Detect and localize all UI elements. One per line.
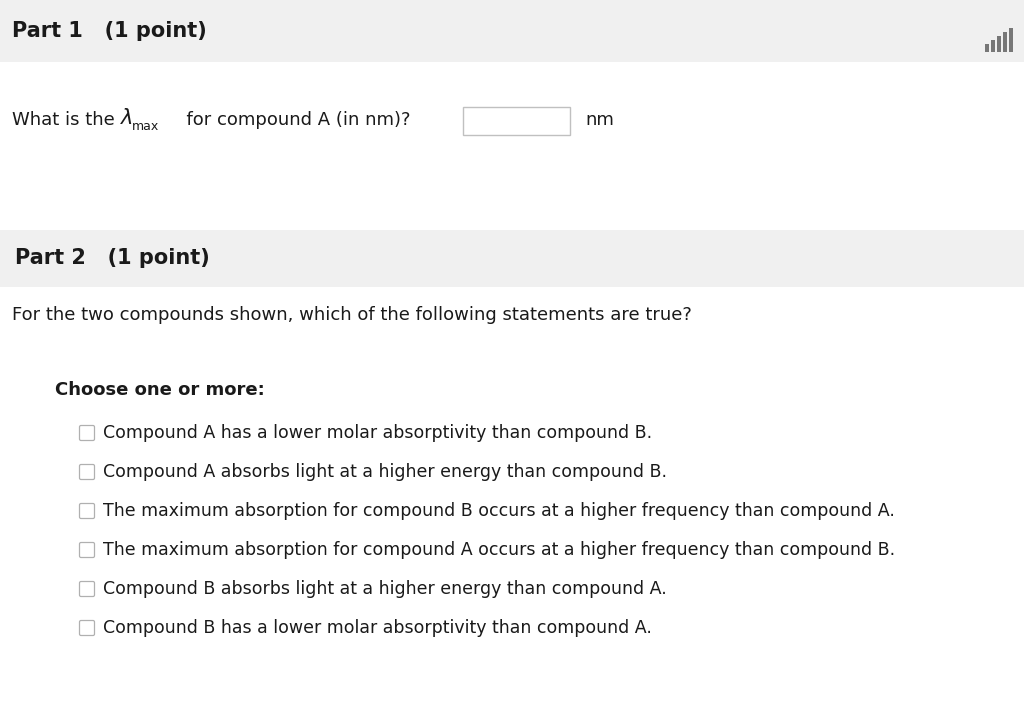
- FancyBboxPatch shape: [80, 621, 94, 636]
- Bar: [0, 230, 1024, 287]
- Text: Compound A has a lower molar absorptivity than compound B.: Compound A has a lower molar absorptivit…: [103, 424, 652, 442]
- Text: nm: nm: [585, 111, 613, 129]
- Text: Compound B has a lower molar absorptivity than compound A.: Compound B has a lower molar absorptivit…: [103, 619, 652, 637]
- Bar: [1009, 28, 1013, 52]
- Text: Part 2   (1 point): Part 2 (1 point): [15, 248, 210, 269]
- Bar: [1002, 32, 1007, 52]
- Text: Part 1   (1 point): Part 1 (1 point): [12, 21, 207, 41]
- FancyBboxPatch shape: [80, 503, 94, 518]
- Text: The maximum absorption for compound A occurs at a higher frequency than compound: The maximum absorption for compound A oc…: [103, 541, 895, 559]
- FancyBboxPatch shape: [80, 426, 94, 440]
- Text: For the two compounds shown, which of the following statements are true?: For the two compounds shown, which of th…: [12, 306, 692, 324]
- Text: Compound B absorbs light at a higher energy than compound A.: Compound B absorbs light at a higher ene…: [103, 580, 667, 598]
- Bar: [463, 107, 570, 135]
- FancyBboxPatch shape: [80, 542, 94, 558]
- Text: max: max: [132, 120, 160, 134]
- Text: Choose one or more:: Choose one or more:: [55, 381, 265, 399]
- FancyBboxPatch shape: [80, 464, 94, 479]
- Text: The maximum absorption for compound B occurs at a higher frequency than compound: The maximum absorption for compound B oc…: [103, 502, 895, 520]
- Bar: [985, 44, 989, 52]
- Text: Compound A absorbs light at a higher energy than compound B.: Compound A absorbs light at a higher ene…: [103, 463, 667, 481]
- Text: $\lambda$: $\lambda$: [120, 108, 133, 128]
- Bar: [997, 36, 1001, 52]
- Text: What is the: What is the: [12, 111, 126, 129]
- Bar: [0, 0, 1024, 62]
- Text: for compound A (in nm)?: for compound A (in nm)?: [175, 111, 411, 129]
- FancyBboxPatch shape: [80, 581, 94, 597]
- Bar: [991, 40, 995, 52]
